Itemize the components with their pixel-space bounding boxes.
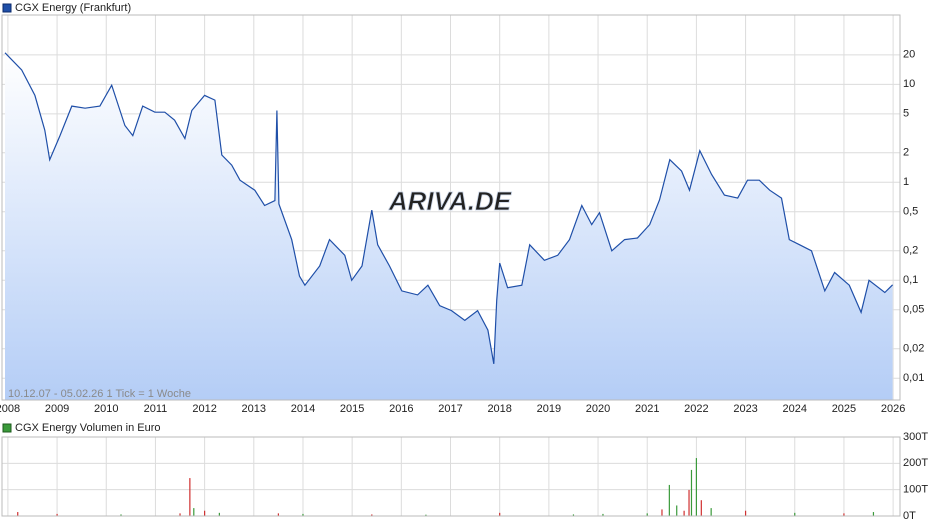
- volume-bar: [646, 513, 648, 516]
- x-tick-label: 2010: [94, 403, 118, 415]
- x-tick-label: 2020: [586, 403, 610, 415]
- volume-bar: [371, 514, 373, 516]
- x-tick-label: 2025: [832, 403, 856, 415]
- volume-bar: [56, 513, 58, 516]
- x-tick-label: 2014: [291, 403, 315, 415]
- x-tick-label: 2019: [537, 403, 561, 415]
- x-tick-label: 2018: [487, 403, 511, 415]
- y-tick-label: 10: [903, 78, 915, 90]
- x-tick-label: 2022: [684, 403, 708, 415]
- volume-bar: [425, 514, 427, 516]
- x-tick-label: 2021: [635, 403, 659, 415]
- x-tick-label: 2011: [144, 403, 168, 415]
- x-tick-label: 2024: [783, 403, 807, 415]
- volume-panel: CGX Energy Volumen in Euro 0T 100T 200T 300…: [1, 422, 928, 522]
- volume-bar: [218, 512, 220, 516]
- x-tick-label: 2026: [881, 403, 905, 415]
- y-tick-label: 100T: [903, 484, 928, 496]
- x-tick-label: 2012: [192, 403, 216, 415]
- plot-frame: [1, 14, 901, 401]
- chart-title: CGX Energy Volumen in Euro: [15, 422, 161, 434]
- volume-bar: [690, 469, 693, 516]
- x-tick-label: 2023: [733, 403, 757, 415]
- volume-bar: [668, 484, 670, 516]
- y-tick-label: 0,1: [903, 274, 918, 286]
- volume-bar: [17, 512, 19, 516]
- volume-bar: [277, 513, 279, 516]
- x-tick-label: 2013: [242, 403, 266, 415]
- y-tick-label: 200T: [903, 457, 928, 469]
- y-tick-label: 0,2: [903, 245, 918, 257]
- volume-bar: [872, 512, 875, 516]
- y-tick-label: 0T: [903, 510, 916, 522]
- y-tick-label: 1: [903, 176, 909, 188]
- volume-bar: [661, 509, 663, 516]
- y-tick-label: 0,05: [903, 304, 924, 316]
- volume-bar: [179, 513, 181, 516]
- y-tick-label: 5: [903, 108, 909, 120]
- x-tick-label: 2009: [45, 403, 69, 415]
- volume-bar: [744, 510, 747, 516]
- y-tick-label: 2: [903, 147, 909, 159]
- legend-swatch: [2, 423, 12, 433]
- volume-bar: [676, 505, 678, 516]
- volume-bar: [499, 512, 501, 516]
- plot-frame: [1, 436, 901, 517]
- y-tick-label: 300T: [903, 431, 928, 443]
- volume-bar: [843, 513, 845, 516]
- x-tick-label: 2016: [389, 403, 413, 415]
- price-line: [4, 52, 894, 365]
- volume-bar: [700, 500, 702, 516]
- volume-bar: [193, 508, 195, 516]
- volume-bar: [189, 478, 191, 516]
- info-text: 10.12.07 - 05.02.26 1 Tick = 1 Woche: [8, 388, 191, 400]
- area: [5, 52, 893, 401]
- volume-bar: [204, 510, 206, 516]
- volume-bar: [695, 458, 698, 516]
- volume-bar: [688, 489, 690, 516]
- price-panel: CGX Energy (Frankfurt) 20082009201020112…: [0, 2, 924, 415]
- x-tick-label: 2015: [340, 403, 364, 415]
- watermark: ARIVA.DE: [388, 186, 512, 216]
- y-tick-label: 0,01: [903, 372, 924, 384]
- volume-bar: [794, 512, 796, 516]
- y-tick-label: 0,02: [903, 343, 924, 355]
- volume-bar: [602, 513, 604, 516]
- legend-swatch: [2, 3, 12, 13]
- volume-bar: [710, 508, 712, 516]
- y-tick-label: 0,5: [903, 206, 918, 218]
- chart-title: CGX Energy (Frankfurt): [15, 2, 131, 14]
- volume-bar: [683, 510, 685, 516]
- x-tick-label: 2017: [438, 403, 462, 415]
- x-tick-label: 2008: [0, 403, 20, 415]
- y-tick-label: 20: [903, 49, 915, 61]
- volume-bar: [120, 514, 122, 516]
- volume-bar: [302, 513, 304, 516]
- volume-bar: [572, 514, 575, 516]
